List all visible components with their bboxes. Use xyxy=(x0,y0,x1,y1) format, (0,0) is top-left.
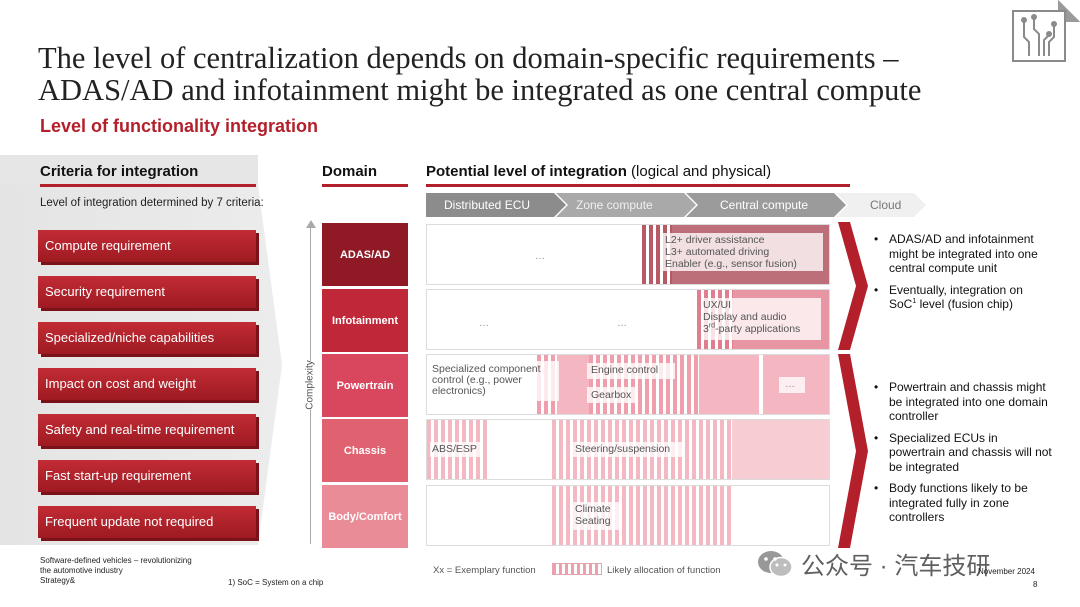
domain-chassis: Chassis xyxy=(322,419,408,482)
stage-zone-compute: Zone compute xyxy=(556,193,696,217)
function-l2: L2+ driver assistance xyxy=(665,234,765,246)
function-box xyxy=(429,361,559,401)
watermark: 公众号 · 汽车技研 xyxy=(757,546,990,581)
function-third-party: 3rd-party applications xyxy=(703,322,801,335)
page-subtitle: Level of functionality integration xyxy=(40,116,319,136)
function-box xyxy=(587,363,675,379)
page-number: 8 xyxy=(1033,580,1038,589)
integration-header: Potential level of integration (logical … xyxy=(426,163,771,180)
function-specialized-1: Specialized component xyxy=(432,363,541,375)
bullet-central-compute: ADAS/AD and infotainment might be integr… xyxy=(872,232,1052,276)
watermark-text: 公众号 · 汽车技研 xyxy=(801,553,991,580)
row-body-comfort: Climate Seating xyxy=(426,485,830,546)
bracket-arrow-central xyxy=(838,222,868,350)
bullet-soc-rest: level (fusion chip) xyxy=(916,297,1013,311)
ellipsis: … xyxy=(479,318,489,329)
stage-cloud: Cloud xyxy=(836,193,926,217)
criteria-header: Criteria for integration xyxy=(40,163,199,180)
bullet-soc-text: Eventually, integration on SoC xyxy=(889,282,1023,312)
criteria-header-rule xyxy=(40,184,256,187)
page-title: The level of centralization depends on d… xyxy=(38,42,1048,106)
function-specialized-3: electronics) xyxy=(432,385,486,397)
footer-source: Software-defined vehicles – revolutioniz… xyxy=(40,556,192,586)
footer-source-line-2: the automotive industry xyxy=(40,566,123,575)
footer-source-line-1: Software-defined vehicles – revolutioniz… xyxy=(40,556,192,565)
domain-powertrain: Powertrain xyxy=(322,354,408,417)
criterion-startup: Fast start-up requirement xyxy=(38,460,256,492)
stage-distributed-ecu: Distributed ECU xyxy=(426,193,566,217)
criterion-cost-weight: Impact on cost and weight xyxy=(38,368,256,400)
grouping-brackets xyxy=(838,222,868,548)
stage-central-compute: Central compute xyxy=(686,193,846,217)
function-l3: L3+ automated driving xyxy=(665,246,770,258)
criterion-update: Frequent update not required xyxy=(38,506,256,538)
domain-body-comfort: Body/Comfort xyxy=(322,485,408,548)
function-climate: Climate xyxy=(575,503,611,515)
domain-adas: ADAS/AD xyxy=(322,223,408,286)
ellipsis: … xyxy=(617,318,627,329)
function-box xyxy=(573,502,621,530)
criterion-compute: Compute requirement xyxy=(38,230,256,262)
criterion-specialized: Specialized/niche capabilities xyxy=(38,322,256,354)
function-box xyxy=(663,233,823,271)
wechat-logo-icon xyxy=(757,550,793,578)
function-engine-control: Engine control xyxy=(591,364,659,376)
criterion-safety: Safety and real-time requirement xyxy=(38,414,256,446)
function-specialized-2: control (e.g., power xyxy=(432,374,522,386)
bullet-specialized-ecus: Specialized ECUs in powertrain and chass… xyxy=(872,431,1052,475)
allocation-block xyxy=(732,420,829,479)
domain-infotainment: Infotainment xyxy=(322,289,408,352)
footer-date: November 2024 xyxy=(978,567,1035,576)
row-infotainment: … … UX/UI Display and audio 3rd-party ap… xyxy=(426,289,830,350)
legend-exemplary: Xx = Exemplary function xyxy=(433,565,536,576)
function-seating: Seating xyxy=(575,515,611,527)
title-line-1: The level of centralization depends on d… xyxy=(38,41,899,75)
criteria-header-band xyxy=(0,155,258,185)
ellipsis: … xyxy=(785,379,795,390)
bullets-domain: Powertrain and chassis might be integrat… xyxy=(872,380,1052,532)
function-abs-esp: ABS/ESP xyxy=(432,443,477,455)
function-box xyxy=(430,442,482,457)
row-adas: … L2+ driver assistance L3+ automated dr… xyxy=(426,224,830,285)
footnote-marker: 1 xyxy=(912,298,917,305)
allocation-block xyxy=(557,355,589,414)
function-box xyxy=(779,377,805,393)
function-box xyxy=(587,387,637,403)
function-display-audio: Display and audio xyxy=(703,311,787,323)
ellipsis: … xyxy=(535,251,545,262)
function-enabler: Enabler (e.g., sensor fusion) xyxy=(665,258,797,270)
row-powertrain: Specialized component control (e.g., pow… xyxy=(426,354,830,415)
legend-stripe-swatch xyxy=(552,563,602,575)
allocation-block xyxy=(699,355,759,414)
function-steering: Steering/suspension xyxy=(575,443,671,455)
circuit-chip-icon xyxy=(1012,10,1066,62)
legend-allocation: Likely allocation of function xyxy=(607,565,721,576)
bullets-central: ADAS/AD and infotainment might be integr… xyxy=(872,232,1052,319)
row-chassis: ABS/ESP Steering/suspension xyxy=(426,419,830,480)
footnote: 1) SoC = System on a chip xyxy=(228,578,324,587)
bracket-arrow-domain xyxy=(838,354,868,548)
function-box xyxy=(573,442,683,457)
integration-header-rule xyxy=(426,184,850,187)
footer-source-line-3: Strategy& xyxy=(40,576,76,585)
complexity-axis-label: Complexity xyxy=(302,360,318,410)
domain-header-rule xyxy=(322,184,408,187)
bullet-powertrain-chassis: Powertrain and chassis might be integrat… xyxy=(872,380,1052,424)
bullet-soc: Eventually, integration on SoC1 level (f… xyxy=(872,283,1052,312)
integration-header-bold: Potential level of integration xyxy=(426,163,627,180)
bullet-body-functions: Body functions likely to be integrated f… xyxy=(872,481,1052,525)
complexity-axis-arrowhead xyxy=(306,220,316,228)
domain-header: Domain xyxy=(322,163,378,180)
criteria-description: Level of integration determined by 7 cri… xyxy=(40,197,264,209)
title-line-2: ADAS/AD and infotainment might be integr… xyxy=(38,73,922,107)
function-box xyxy=(701,298,821,340)
function-gearbox: Gearbox xyxy=(591,389,632,401)
criterion-security: Security requirement xyxy=(38,276,256,308)
integration-header-rest: (logical and physical) xyxy=(626,163,772,180)
function-ux-ui: UX/UI xyxy=(703,299,732,311)
